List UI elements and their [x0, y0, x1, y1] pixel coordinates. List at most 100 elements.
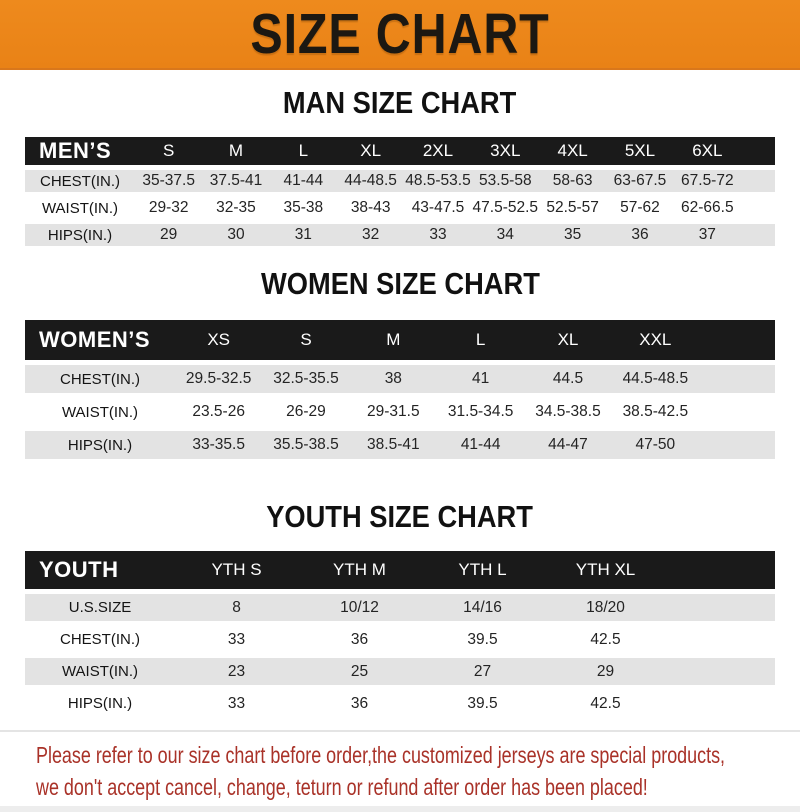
size-value-cell: 35-38 [269, 197, 337, 219]
youth-size-table: YOUTH YTH S YTH M YTH L YTH XL U.S.SIZE 8 10/12… [25, 546, 775, 722]
size-value-cell: 29-31.5 [349, 398, 437, 426]
measurement-row: CHEST(IN.) 29.5-32.5 32.5-35.5 38 41 44.5 44.5… [25, 365, 775, 393]
size-value-cell: 36 [298, 626, 421, 653]
row-filler [741, 197, 775, 219]
size-value-cell: 35-37.5 [135, 170, 203, 192]
chart-title-text: MAN SIZE CHART [283, 85, 517, 120]
size-value-cell: 63-67.5 [606, 170, 674, 192]
row-filler [667, 690, 775, 717]
size-column-header: M [349, 320, 437, 360]
size-column-header: 3XL [471, 137, 539, 165]
size-value-cell: 38-43 [336, 197, 405, 219]
row-label: U.S.SIZE [25, 594, 175, 621]
row-label: CHEST(IN.) [25, 170, 135, 192]
size-column-header: S [135, 137, 203, 165]
chart-title-text: WOMEN SIZE CHART [260, 266, 540, 301]
size-value-cell: 23 [175, 658, 298, 685]
row-filler [667, 626, 775, 653]
measurement-row: WAIST(IN.) 23 25 27 29 [25, 658, 775, 685]
row-filler [741, 170, 775, 192]
group-label: WOMEN’S [25, 320, 175, 360]
measurement-row: CHEST(IN.) 35-37.5 37.5-41 41-44 44-48.5 48.5… [25, 170, 775, 192]
group-label: MEN’S [25, 137, 135, 165]
size-value-cell: 37 [673, 224, 741, 246]
size-value-cell: 39.5 [421, 626, 544, 653]
footer-line-2: we don't accept cancel, change, teturn o… [36, 774, 648, 800]
measurement-row: HIPS(IN.) 33-35.5 35.5-38.5 38.5-41 41-44 44-… [25, 431, 775, 459]
size-value-cell: 47-50 [611, 431, 699, 459]
measurement-row: WAIST(IN.) 23.5-26 26-29 29-31.5 31.5-34.5 34… [25, 398, 775, 426]
size-value-cell: 47.5-52.5 [471, 197, 539, 219]
size-value-cell: 44-47 [524, 431, 612, 459]
bottom-strip [0, 806, 800, 812]
size-column-header: S [262, 320, 350, 360]
size-value-cell: 42.5 [544, 626, 667, 653]
row-filler [699, 398, 775, 426]
size-value-cell: 41 [436, 365, 525, 393]
row-filler [699, 365, 775, 393]
row-filler [699, 431, 775, 459]
size-value-cell: 23.5-26 [175, 398, 263, 426]
size-value-cell: 27 [421, 658, 544, 685]
size-value-cell: 26-29 [262, 398, 350, 426]
size-column-header: 2XL [404, 137, 472, 165]
man-size-table: MEN’S S M L XL 2XL 3XL 4XL 5XL 6XL CHEST(IN.) 35-37… [25, 132, 775, 251]
size-column-header: 5XL [606, 137, 674, 165]
row-label: CHEST(IN.) [25, 365, 175, 393]
size-value-cell: 29 [544, 658, 667, 685]
size-value-cell: 34 [471, 224, 539, 246]
row-label: WAIST(IN.) [25, 197, 135, 219]
size-column-header: XXL [611, 320, 699, 360]
size-value-cell: 42.5 [544, 690, 667, 717]
footer-line-1: Please refer to our size chart before or… [36, 742, 726, 768]
size-value-cell: 30 [202, 224, 270, 246]
size-value-cell: 41-44 [269, 170, 337, 192]
size-header-row: WOMEN’S XS S M L XL XXL [25, 320, 775, 360]
header-filler [741, 137, 775, 165]
size-column-header: YTH XL [544, 551, 667, 589]
size-value-cell: 38.5-42.5 [611, 398, 699, 426]
size-column-header: M [202, 137, 270, 165]
size-value-cell: 44-48.5 [336, 170, 405, 192]
size-value-cell: 34.5-38.5 [524, 398, 612, 426]
size-value-cell: 44.5-48.5 [611, 365, 699, 393]
size-column-header: XS [175, 320, 263, 360]
size-column-header: L [269, 137, 337, 165]
women-size-chart-section: WOMEN SIZE CHART WOMEN’S XS S M L XL XXL CHEST(… [0, 267, 800, 464]
size-header-row: YOUTH YTH S YTH M YTH L YTH XL [25, 551, 775, 589]
size-value-cell: 33 [404, 224, 472, 246]
group-label: YOUTH [25, 551, 175, 589]
size-value-cell: 33 [175, 690, 298, 717]
header-filler [667, 551, 775, 589]
size-value-cell: 35 [538, 224, 607, 246]
row-filler [667, 594, 775, 621]
size-value-cell: 18/20 [544, 594, 667, 621]
women-size-table: WOMEN’S XS S M L XL XXL CHEST(IN.) 29.5-32.5 32.5… [25, 315, 775, 464]
measurement-row: HIPS(IN.) 33 36 39.5 42.5 [25, 690, 775, 717]
size-value-cell: 14/16 [421, 594, 544, 621]
size-value-cell: 35.5-38.5 [262, 431, 350, 459]
chart-title: MAN SIZE CHART [0, 86, 800, 120]
size-value-cell: 31 [269, 224, 337, 246]
size-column-header: YTH S [175, 551, 298, 589]
size-value-cell: 32-35 [202, 197, 270, 219]
size-value-cell: 38.5-41 [349, 431, 437, 459]
size-value-cell: 67.5-72 [673, 170, 741, 192]
chart-title: WOMEN SIZE CHART [0, 267, 800, 301]
row-label: WAIST(IN.) [25, 398, 175, 426]
size-chart-banner: SIZE CHART [0, 0, 800, 70]
size-value-cell: 8 [175, 594, 298, 621]
size-column-header: 6XL [673, 137, 741, 165]
banner-title: SIZE CHART [250, 1, 550, 66]
row-label: CHEST(IN.) [25, 626, 175, 653]
size-value-cell: 62-66.5 [673, 197, 741, 219]
size-value-cell: 29-32 [135, 197, 203, 219]
size-value-cell: 44.5 [524, 365, 612, 393]
size-value-cell: 43-47.5 [404, 197, 472, 219]
size-header-row: MEN’S S M L XL 2XL 3XL 4XL 5XL 6XL [25, 137, 775, 165]
size-value-cell: 32.5-35.5 [262, 365, 350, 393]
size-column-header: XL [524, 320, 612, 360]
size-value-cell: 53.5-58 [471, 170, 539, 192]
row-label: WAIST(IN.) [25, 658, 175, 685]
size-value-cell: 39.5 [421, 690, 544, 717]
